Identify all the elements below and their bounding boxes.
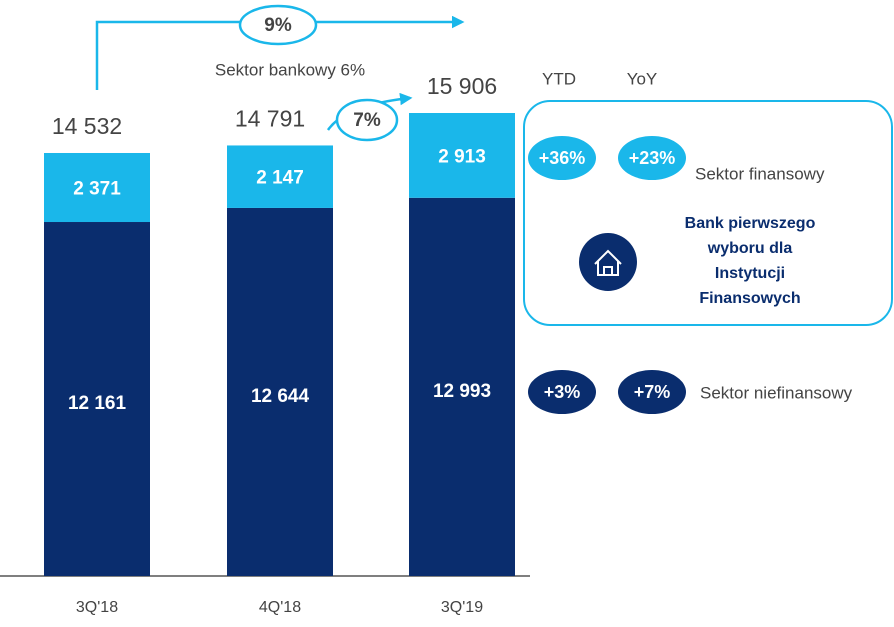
value-label: 12 644 <box>251 386 310 407</box>
growth-quarter: 7% <box>353 110 381 131</box>
value-label: 2 371 <box>73 179 121 200</box>
value-label: 2 147 <box>256 168 304 189</box>
bar-segment <box>409 113 515 198</box>
quarter-bubble <box>335 98 399 142</box>
bar-segment <box>44 152 150 223</box>
change-label: +23% <box>629 148 676 168</box>
bar-segment <box>44 222 150 576</box>
house-icon-shape <box>594 249 622 276</box>
bar-segment <box>227 207 333 576</box>
growth-bubble <box>238 4 318 46</box>
x-tick-label: 3Q'18 <box>76 599 118 616</box>
bar-segment <box>409 197 515 576</box>
x-tick-label: 4Q'18 <box>259 599 301 616</box>
bar-segment <box>227 145 333 208</box>
growth-total: 9% <box>264 15 292 36</box>
series-label: Sektor finansowy <box>695 164 825 183</box>
change-bubble <box>528 136 596 180</box>
change-label: +3% <box>544 382 581 402</box>
callout-text: Instytucji <box>715 265 785 282</box>
change-bubble <box>528 370 596 414</box>
callout-text: Bank pierwszego <box>685 215 816 232</box>
change-label: +7% <box>634 382 671 402</box>
change-label: +36% <box>539 148 586 168</box>
growth-sector: Sektor bankowy 6% <box>215 60 365 79</box>
change-bubble <box>618 370 686 414</box>
total-label: 15 906 <box>427 73 497 99</box>
callout-box <box>523 100 893 326</box>
callout-text: Finansowych <box>699 290 800 307</box>
callout-text: wyboru dla <box>707 240 793 257</box>
value-label: 12 161 <box>68 393 127 414</box>
growth-arrow <box>95 15 465 90</box>
house-icon <box>579 233 637 291</box>
value-label: 12 993 <box>433 381 491 402</box>
x-tick-label: 3Q'19 <box>441 599 483 616</box>
series-label: Sektor niefinansowy <box>700 383 853 402</box>
column-header: YTD <box>542 69 576 88</box>
total-label: 14 791 <box>235 106 305 132</box>
value-label: 2 913 <box>438 146 486 167</box>
change-bubble <box>618 136 686 180</box>
column-header: YoY <box>627 69 658 88</box>
total-label: 14 532 <box>52 113 122 139</box>
